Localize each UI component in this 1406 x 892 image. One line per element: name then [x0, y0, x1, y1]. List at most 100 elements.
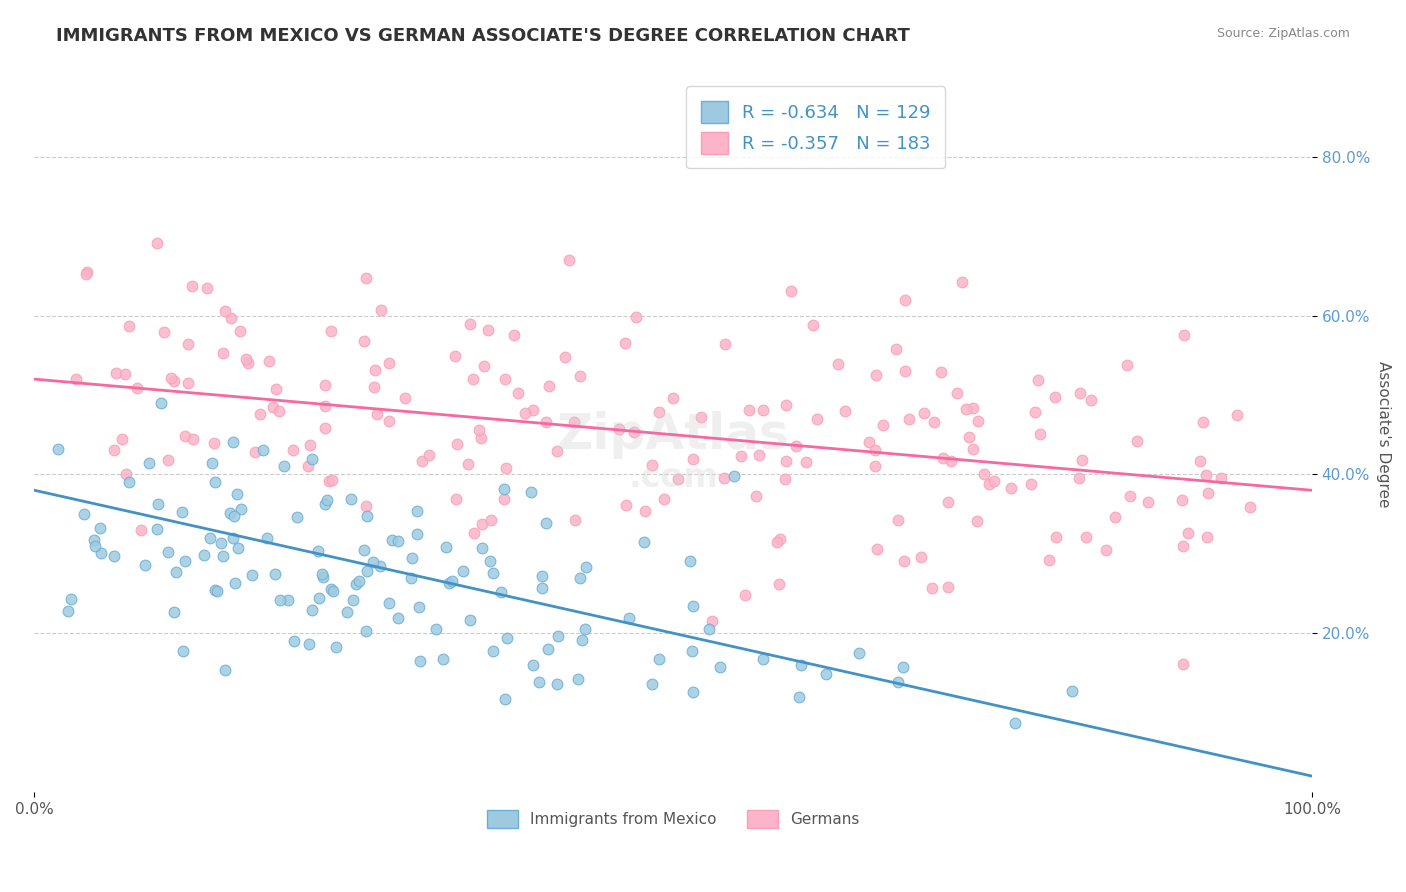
Point	[363, 363, 385, 377]
Point	[946, 386, 969, 401]
Point	[457, 457, 479, 471]
Point	[1029, 427, 1052, 442]
Point	[697, 623, 720, 637]
Point	[666, 472, 689, 486]
Point	[381, 533, 404, 548]
Point	[114, 467, 136, 481]
Point	[146, 522, 169, 536]
Point	[1173, 328, 1195, 343]
Point	[103, 443, 125, 458]
Point	[834, 404, 856, 418]
Point	[201, 456, 224, 470]
Point	[962, 442, 984, 456]
Point	[434, 540, 457, 554]
Point	[165, 566, 187, 580]
Point	[262, 400, 284, 414]
Point	[827, 357, 849, 371]
Point	[281, 443, 304, 458]
Point	[202, 436, 225, 450]
Point	[1226, 409, 1249, 423]
Point	[1197, 485, 1219, 500]
Point	[952, 275, 974, 289]
Point	[444, 492, 467, 507]
Point	[356, 270, 378, 285]
Point	[562, 415, 585, 429]
Point	[340, 491, 363, 506]
Point	[349, 574, 371, 588]
Point	[768, 577, 790, 591]
Point	[394, 391, 416, 405]
Point	[502, 328, 524, 343]
Point	[263, 566, 285, 581]
Point	[314, 400, 336, 414]
Point	[177, 337, 200, 351]
Point	[534, 516, 557, 530]
Point	[495, 631, 517, 645]
Point	[738, 403, 761, 417]
Point	[65, 372, 87, 386]
Point	[277, 593, 299, 607]
Point	[912, 406, 935, 420]
Point	[508, 386, 530, 401]
Point	[269, 592, 291, 607]
Point	[163, 605, 186, 619]
Point	[170, 505, 193, 519]
Point	[322, 583, 344, 598]
Point	[471, 516, 494, 531]
Point	[356, 508, 378, 523]
Point	[1136, 495, 1159, 509]
Point	[1069, 471, 1091, 485]
Point	[748, 448, 770, 462]
Point	[468, 423, 491, 437]
Point	[806, 412, 828, 426]
Point	[314, 378, 336, 392]
Point	[321, 473, 343, 487]
Point	[222, 531, 245, 545]
Point	[298, 438, 321, 452]
Point	[775, 453, 797, 467]
Point	[444, 349, 467, 363]
Point	[492, 491, 515, 506]
Point	[205, 584, 228, 599]
Point	[865, 368, 887, 382]
Point	[558, 252, 581, 267]
Point	[204, 582, 226, 597]
Point	[482, 643, 505, 657]
Point	[118, 475, 141, 489]
Point	[546, 443, 568, 458]
Point	[405, 504, 427, 518]
Point	[491, 585, 513, 599]
Point	[1024, 405, 1046, 419]
Point	[240, 568, 263, 582]
Point	[195, 280, 218, 294]
Point	[177, 376, 200, 390]
Point	[298, 637, 321, 651]
Point	[790, 658, 813, 673]
Point	[212, 345, 235, 359]
Point	[157, 453, 180, 467]
Point	[936, 495, 959, 509]
Point	[461, 372, 484, 386]
Point	[679, 554, 702, 568]
Point	[401, 550, 423, 565]
Point	[104, 366, 127, 380]
Point	[264, 382, 287, 396]
Point	[273, 458, 295, 473]
Point	[1004, 715, 1026, 730]
Point	[775, 398, 797, 412]
Point	[342, 593, 364, 607]
Point	[700, 614, 723, 628]
Point	[887, 513, 910, 527]
Point	[353, 542, 375, 557]
Point	[460, 317, 482, 331]
Point	[568, 571, 591, 585]
Point	[451, 564, 474, 578]
Point	[231, 501, 253, 516]
Point	[1171, 492, 1194, 507]
Point	[311, 567, 333, 582]
Point	[308, 591, 330, 606]
Point	[866, 541, 889, 556]
Point	[228, 541, 250, 556]
Point	[156, 545, 179, 559]
Point	[226, 486, 249, 500]
